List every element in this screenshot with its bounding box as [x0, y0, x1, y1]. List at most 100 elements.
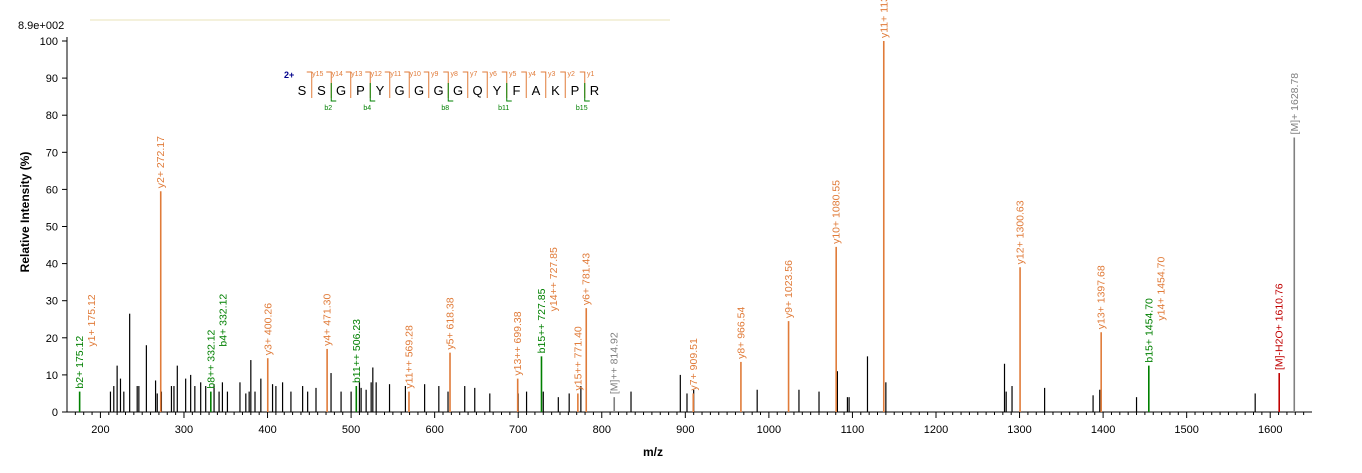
y-ion-bracket [521, 71, 527, 98]
peak-label: y13+ 1397.68 [1096, 265, 1108, 329]
y-tick-label: 40 [46, 259, 58, 271]
y-ion-label: y4 [529, 71, 537, 78]
y-ion-bracket [345, 71, 352, 98]
y-tick-label: 30 [46, 296, 58, 308]
y-ion-bracket [560, 71, 566, 98]
y-ion-label: y13 [351, 71, 362, 78]
peak-label: y11+ 1137.5 [878, 0, 890, 38]
y-tick-label: 60 [46, 184, 58, 196]
x-tick-label: 1000 [757, 424, 781, 436]
y-ion-label: y14 [332, 71, 343, 78]
peak-label: b8++ 332.12 [205, 329, 217, 388]
sequence-residue: P [356, 83, 365, 98]
peak-label: b15+ 1454.70 [1143, 298, 1155, 363]
y-ion-bracket [365, 71, 371, 98]
b-ion-label: b2 [324, 105, 332, 112]
y-ion-label: y15 [312, 71, 323, 78]
x-tick-label: 700 [509, 424, 527, 436]
sequence-residue: K [551, 83, 560, 98]
y-tick-label: 100 [40, 36, 58, 48]
sequence-residue: Y [376, 83, 385, 98]
b-ion-bracket [584, 83, 590, 102]
y-ion-label: y2 [568, 71, 576, 78]
b-ion-bracket [447, 83, 454, 102]
peak-label: b4+ 332.12 [217, 294, 229, 347]
x-tick-label: 800 [593, 424, 611, 436]
b-ion-label: b8 [441, 105, 449, 112]
y-ion-bracket [462, 71, 469, 98]
x-tick-label: 200 [91, 424, 109, 436]
sequence-residue: R [590, 83, 599, 98]
peak-label: b15++ 727.85 [536, 288, 548, 353]
y-tick-label: 0 [52, 407, 58, 419]
y-ion-label: y10 [410, 71, 421, 78]
peak-label: y7+ 909.51 [688, 338, 700, 390]
y-ion-bracket [501, 71, 508, 98]
b-ion-label: b11 [498, 105, 509, 112]
b-ion-bracket [369, 83, 376, 102]
x-axis-title: m/z [643, 445, 663, 459]
y-ion-label: y6 [490, 71, 498, 78]
sequence-residue: F [513, 83, 521, 98]
y-ion-bracket [306, 71, 313, 98]
peak-label: [M]-H2O+ 1610.76 [1274, 283, 1286, 370]
peak-label: y3+ 400.26 [262, 303, 274, 355]
peak-label: y9+ 1023.56 [783, 260, 795, 318]
y-ion-label: y7 [470, 71, 478, 78]
peak-label: y13++ 699.38 [512, 311, 524, 375]
x-tick-label: 600 [425, 424, 443, 436]
sequence-residue: G [414, 83, 424, 98]
y-tick-label: 90 [46, 73, 58, 85]
peak-label: b2+ 175.12 [74, 336, 86, 389]
peaks-layer [78, 41, 1296, 412]
y-tick-label: 70 [46, 147, 58, 159]
x-tick-label: 1600 [1258, 424, 1282, 436]
sequence-residue: G [336, 83, 346, 98]
y-ion-label: y12 [371, 71, 382, 78]
peak-label: y4+ 471.30 [322, 294, 334, 346]
x-tick-label: 1200 [924, 424, 948, 436]
peak-label: y14++ 727.85 [548, 247, 560, 311]
peak-label: [M]++ 814.92 [609, 332, 621, 394]
x-tick-label: 1500 [1174, 424, 1198, 436]
max-intensity-label: 8.9e+002 [18, 20, 64, 32]
b-ion-label: b4 [363, 105, 371, 112]
peak-label: y1+ 175.12 [86, 294, 98, 346]
y-ion-label: y11 [390, 71, 401, 78]
peak-label: y15++ 771.40 [572, 326, 584, 390]
y-tick-label: 80 [46, 110, 58, 122]
axes: 0 10 20 30 40 50 60 70 80 90 100 200 300 400 500 600 700… [40, 36, 1312, 436]
y-axis-title: Relative Intensity (%) [18, 152, 32, 273]
sequence-residue: G [394, 83, 404, 98]
sequence-residue: S [317, 83, 326, 98]
x-tick-label: 400 [258, 424, 276, 436]
charge-state-label: 2+ [284, 70, 294, 80]
sequence-residue: Y [493, 83, 502, 98]
y-ion-bracket [404, 71, 410, 98]
sequence-residue: S [298, 83, 307, 98]
peak-label: y10+ 1080.55 [831, 180, 843, 244]
b-ion-bracket [506, 83, 512, 102]
y-ion-bracket [423, 71, 430, 98]
x-tick-label: 900 [676, 424, 694, 436]
y-ion-bracket [326, 71, 332, 98]
peak-label: y12+ 1300.63 [1015, 200, 1027, 264]
y-ion-bracket [579, 71, 586, 98]
peak-label: y11++ 569.28 [403, 325, 415, 389]
x-tick-label: 300 [175, 424, 193, 436]
y-tick-label: 20 [46, 333, 58, 345]
y-tick-label: 50 [46, 222, 58, 234]
y-ion-label: y8 [451, 71, 459, 78]
y-ion-label: y3 [548, 71, 556, 78]
sequence-residue: G [453, 83, 463, 98]
peak-label: y6+ 781.43 [581, 253, 593, 305]
peak-label: y2+ 272.17 [155, 136, 167, 188]
sequence-residue: A [532, 83, 541, 98]
sequence-residue: G [433, 83, 443, 98]
peak-label: [M]+ 1628.78 [1289, 73, 1301, 135]
y-ion-label: y5 [509, 71, 517, 78]
sequence-residue: Q [472, 83, 482, 98]
